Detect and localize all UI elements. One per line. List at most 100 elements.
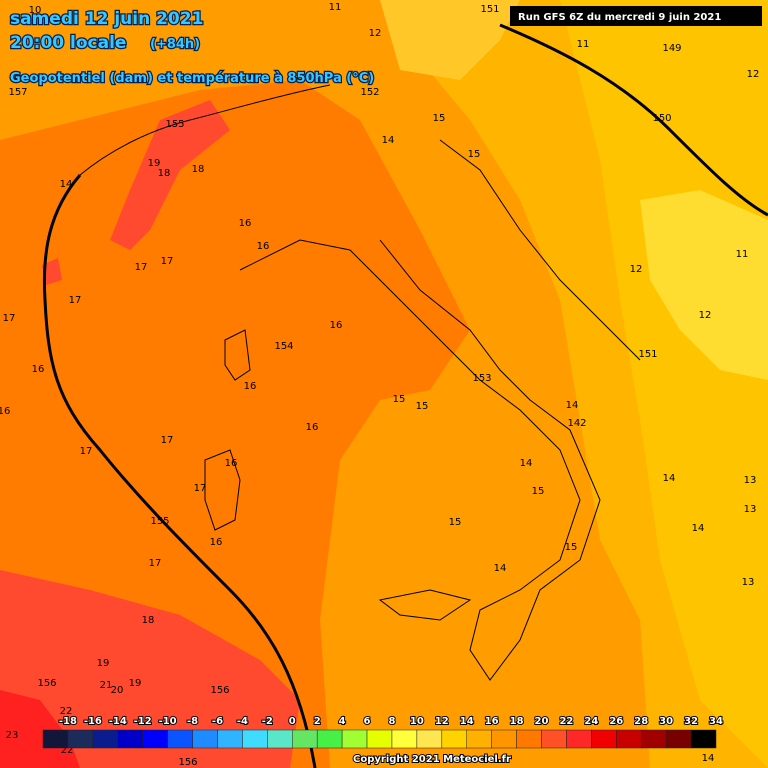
contour-label: 14 (663, 473, 676, 484)
coastline (439, 139, 641, 361)
contour-label: 15 (449, 517, 462, 528)
legend-swatch (192, 729, 218, 749)
contour-label: 156 (178, 757, 197, 768)
contour-label: 14 (520, 458, 533, 469)
legend-label: 14 (460, 716, 474, 727)
contour-label: 21 (100, 680, 113, 691)
legend-swatch (292, 729, 318, 749)
legend-label: 28 (634, 716, 648, 727)
legend-swatch (92, 729, 119, 749)
contour-label: 16 (306, 422, 319, 433)
legend-label: 10 (410, 716, 424, 727)
contour-label: 20 (111, 685, 124, 696)
legend-label: -14 (109, 716, 127, 727)
legend-swatch (591, 729, 617, 749)
contour-label: 16 (0, 406, 10, 417)
field-label: Geopotentiel (dam) et température à 850h… (10, 71, 374, 86)
contour-label: 16 (244, 381, 257, 392)
legend-swatch (441, 729, 467, 749)
legend-swatch (491, 729, 517, 749)
isohypse (79, 84, 331, 176)
area-very-hot (0, 570, 300, 768)
legend-label: 20 (535, 716, 549, 727)
legend-swatch (566, 729, 592, 749)
legend-label: 2 (314, 716, 321, 727)
area-cool (640, 190, 768, 380)
area-very-hot (110, 100, 230, 250)
legend-swatch (516, 729, 542, 749)
legend-label: 30 (659, 716, 673, 727)
legend-swatch (690, 729, 717, 749)
legend-swatch (665, 729, 692, 749)
run-label: Run GFS 6Z du mercredi 9 juin 2021 (518, 12, 721, 23)
contour-label: 12 (630, 264, 643, 275)
lead-time: (+84h) (150, 37, 200, 52)
contour-label: 16 (32, 364, 45, 375)
contour-label: 142 (567, 418, 586, 429)
contour-label: 17 (161, 256, 174, 267)
contour-label: 16 (210, 537, 223, 548)
contour-label: 18 (158, 168, 171, 179)
contour-label: 151 (638, 349, 657, 360)
legend-label: 26 (609, 716, 623, 727)
run-box (510, 6, 762, 26)
legend-label: 18 (510, 716, 524, 727)
contour-label: 11 (329, 2, 342, 13)
contour-label: 15 (565, 542, 578, 553)
legend-label: 34 (709, 716, 723, 727)
contour-label: 153 (472, 373, 491, 384)
contour-label: 15 (416, 401, 429, 412)
date: samedi 12 juin 2021 (10, 9, 203, 29)
contour-label: 14 (566, 400, 579, 411)
contour-label: 157 (8, 87, 27, 98)
contour-label: 155 (165, 119, 184, 130)
contour-label: 17 (194, 483, 207, 494)
legend-label: 22 (559, 716, 573, 727)
contour-label: 14 (382, 135, 395, 146)
contour-label: 17 (80, 446, 93, 457)
contour-label: 17 (69, 295, 82, 306)
area-very-hot (42, 258, 62, 285)
legend-swatch (142, 729, 168, 749)
contour-label: 15 (393, 394, 406, 405)
contour-label: 22 (61, 745, 74, 756)
legend-swatch (616, 729, 642, 749)
legend-label: 4 (339, 716, 346, 727)
contour-label: 15 (468, 149, 481, 160)
contour-label: 156 (37, 678, 56, 689)
contour-label: 149 (662, 43, 681, 54)
legend-swatch (117, 729, 143, 749)
legend-swatch (167, 729, 193, 749)
contour-label: 19 (148, 158, 161, 169)
contour-label: 15 (433, 113, 446, 124)
contour-label: 16 (330, 320, 343, 331)
contour-label: 155 (150, 516, 169, 527)
contour-label: 12 (699, 310, 712, 321)
legend-label: -4 (237, 716, 248, 727)
legend-label: -8 (187, 716, 198, 727)
legend-label: 32 (684, 716, 698, 727)
legend-swatch (341, 729, 368, 749)
contour-label: 16 (257, 241, 270, 252)
area-mild (560, 0, 768, 768)
contour-label: 14 (494, 563, 507, 574)
legend-label: 6 (364, 716, 371, 727)
legend-label: 8 (388, 716, 395, 727)
legend-swatch (541, 729, 567, 749)
contour-label: 13 (744, 475, 757, 486)
legend-label: -6 (212, 716, 223, 727)
legend-label: -18 (59, 716, 77, 727)
contour-label: 17 (149, 558, 162, 569)
legend-label: -10 (159, 716, 177, 727)
legend-label: 0 (289, 716, 296, 727)
legend-swatch (416, 729, 443, 749)
contour-label: 16 (225, 458, 238, 469)
area-very-hot (0, 690, 80, 768)
contour-label: 19 (97, 658, 110, 669)
legend-swatch (466, 729, 492, 749)
coastline (204, 329, 472, 621)
legend-swatch (316, 729, 343, 749)
legend-label: -16 (84, 716, 102, 727)
contour-label: 23 (6, 730, 19, 741)
